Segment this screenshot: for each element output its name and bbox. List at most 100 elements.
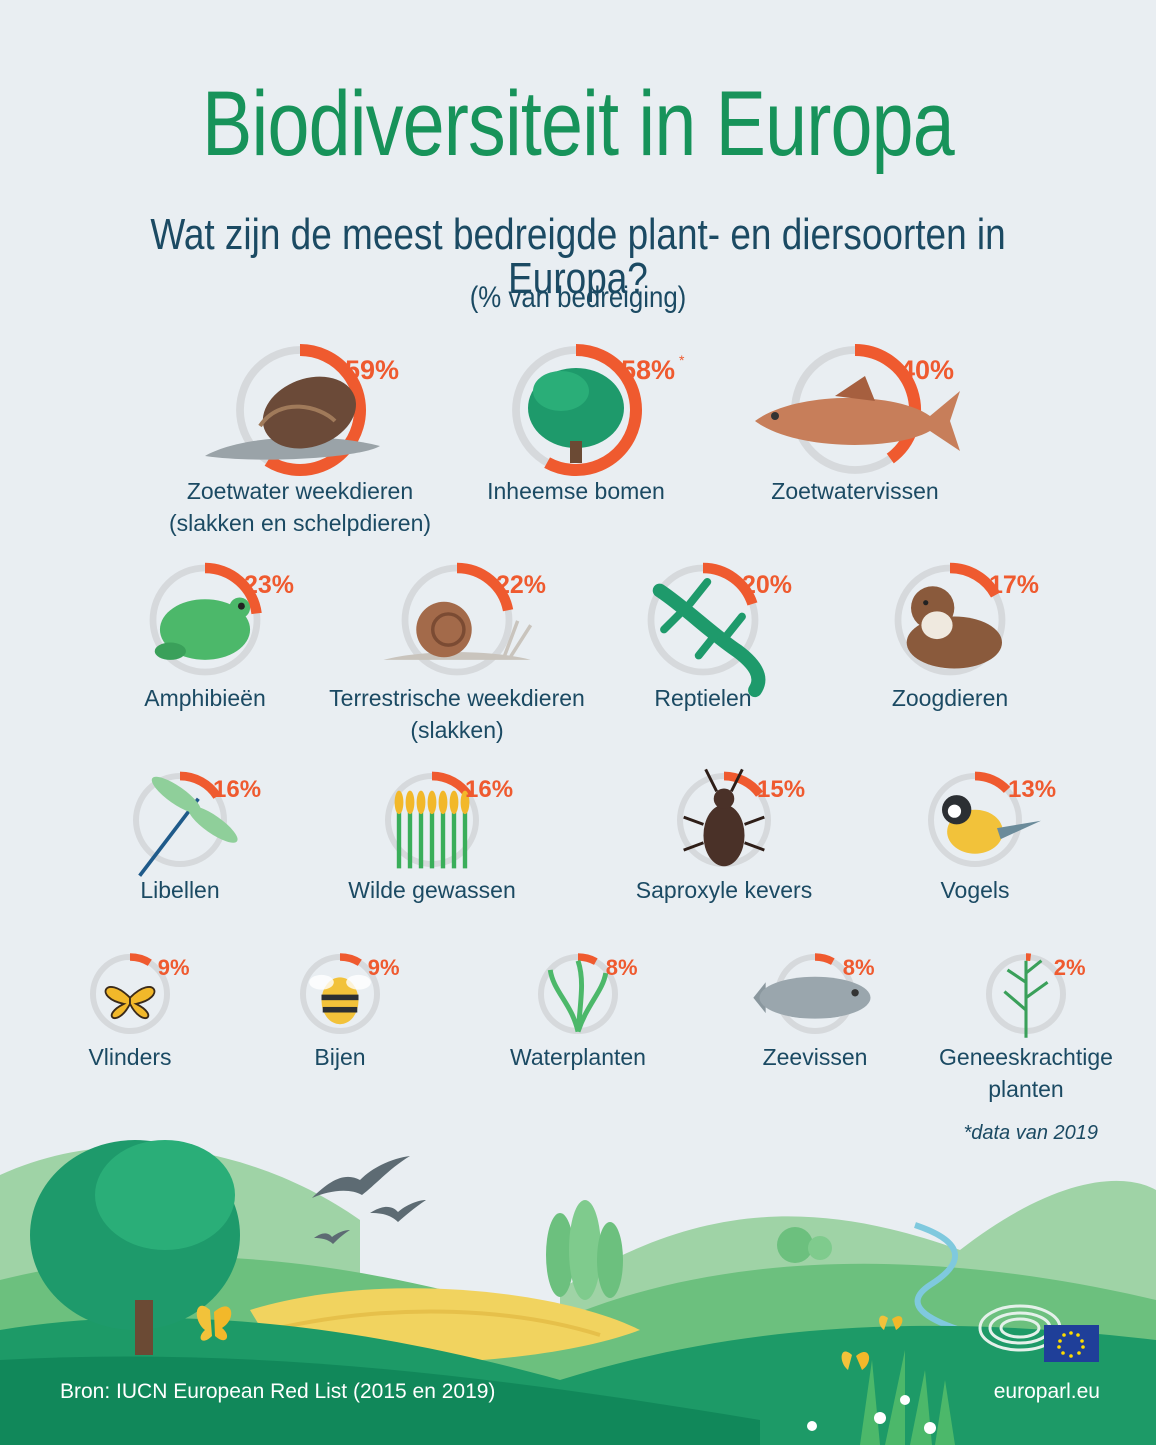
small-tree (808, 1236, 832, 1260)
poplar-tree (546, 1213, 574, 1297)
percentage-label: 22% (496, 571, 546, 599)
category-label: Waterplanten (510, 1044, 646, 1070)
category-label: Saproxyle kevers (636, 877, 812, 903)
category-label: Bijen (314, 1044, 365, 1070)
page-subtitle: Wat zijn de meest bedreigde plant- en di… (150, 210, 1006, 303)
gauge-item: 2% Geneeskrachtige planten (939, 953, 1113, 1102)
percentage-label: 8% (606, 955, 638, 980)
water-snail-icon (205, 376, 380, 460)
gauge-arc (974, 771, 1011, 794)
butterfly-decoration (196, 1305, 232, 1341)
category-label: Inheemse bomen (487, 478, 665, 504)
gauge-arc (949, 562, 1001, 598)
dragonfly-icon (138, 776, 238, 877)
butterfly-icon (104, 986, 156, 1019)
otter-icon (906, 586, 1002, 669)
gauge-arc (129, 953, 152, 966)
gauge-item: 8% Zeevissen (753, 953, 875, 1070)
percentage-label: 15% (757, 776, 805, 803)
percentage-label: 17% (989, 571, 1039, 599)
source-text: Bron: IUCN European Red List (2015 en 20… (60, 1380, 496, 1403)
butterfly-decoration (841, 1315, 903, 1370)
river (914, 1222, 961, 1333)
gauge-item: 20% Reptielen (647, 562, 792, 711)
poplar-tree (597, 1222, 623, 1298)
gauge-item: 9% Bijen (300, 953, 400, 1070)
gauge-item: 40% Zoetwatervissen (755, 344, 960, 504)
european-parliament-logo (978, 1304, 1099, 1362)
land-snail-icon (383, 601, 533, 660)
category-label: Terrestrische weekdieren (329, 685, 585, 711)
gauge-arc (456, 562, 514, 612)
gauge-item: 16% Wilde gewassen (348, 771, 516, 903)
wild-crops-icon (394, 790, 470, 869)
gauge-arc (339, 953, 362, 966)
front-hill-dark (0, 1356, 760, 1445)
gauge-arc (577, 953, 598, 965)
gauge-item: 23% Amphibieën (144, 562, 294, 711)
percentage-label: 8% (843, 955, 875, 980)
freshwater-fish-icon (755, 376, 960, 451)
grass-decoration (860, 1350, 955, 1445)
percentage-label: 2% (1054, 955, 1086, 980)
gauge-item: 22% Terrestrische weekdieren (slakken) (329, 562, 585, 743)
category-label: Amphibieën (144, 685, 265, 711)
category-label: Vogels (940, 877, 1009, 903)
lizard-icon (652, 577, 766, 698)
bee-icon (309, 974, 371, 1025)
percentage-label: 13% (1008, 776, 1056, 803)
gauge-arc (814, 953, 835, 965)
website-link[interactable]: europarl.eu (993, 1380, 1100, 1403)
category-label: Libellen (140, 877, 219, 903)
gauge-arc (723, 771, 764, 797)
category-label: Wilde gewassen (348, 877, 515, 903)
footnote: *data van 2019 (963, 1122, 1098, 1144)
gauge-item: 15% Saproxyle kevers (636, 768, 812, 903)
bird-silhouette (312, 1156, 410, 1198)
category-label: Zeevissen (763, 1044, 868, 1070)
category-label: Reptielen (654, 685, 751, 711)
big-tree-trunk (135, 1300, 153, 1355)
flower-decoration (807, 1395, 936, 1434)
gauge-arc (179, 771, 221, 799)
poplar-tree (569, 1200, 601, 1300)
gauge-track (90, 954, 170, 1034)
footnote-mark: * (679, 352, 685, 368)
gauge-arc (544, 344, 642, 476)
page-title: Biodiversiteit in Europa (202, 73, 955, 175)
gauge-arc (702, 562, 758, 606)
unit-label: (% van bedreiging) (469, 281, 687, 314)
category-label: Zoetwatervissen (771, 478, 938, 504)
percentage-label: 23% (244, 571, 294, 599)
category-label: Zoetwater weekdieren (187, 478, 413, 504)
tree-icon (528, 368, 624, 463)
gauge-item: 8% Waterplanten (510, 953, 646, 1070)
gauge-arc (264, 344, 366, 476)
beetle-icon (683, 768, 765, 867)
medicinal-plant-icon (1003, 959, 1049, 1038)
field-stripe (269, 1309, 601, 1337)
frog-icon (154, 597, 251, 660)
percentage-label: 16% (213, 776, 261, 803)
gauge-item: 9% Vlinders (88, 953, 190, 1070)
category-label-line2: planten (988, 1076, 1063, 1102)
percentage-label: 9% (158, 955, 190, 980)
percentage-label: 40% (900, 355, 954, 385)
gauge-item: 17% Zoogdieren (892, 562, 1039, 711)
water-plant-icon (547, 959, 609, 1033)
small-tree (777, 1227, 813, 1263)
gauge-item: 58% * Inheemse bomen (487, 344, 685, 504)
gauge-arc (204, 562, 262, 615)
category-label: Zoogdieren (892, 685, 1008, 711)
category-label: Vlinders (88, 1044, 171, 1070)
percentage-label: 59% (345, 355, 399, 385)
gauge-arc (854, 344, 921, 464)
category-label-line2: (slakken) (410, 717, 503, 743)
gauge-item: 59% Zoetwater weekdieren (slakken en schel… (169, 344, 431, 536)
big-tree-crown (95, 1140, 235, 1250)
bird-icon (942, 795, 1041, 854)
sea-fish-icon (753, 976, 871, 1019)
